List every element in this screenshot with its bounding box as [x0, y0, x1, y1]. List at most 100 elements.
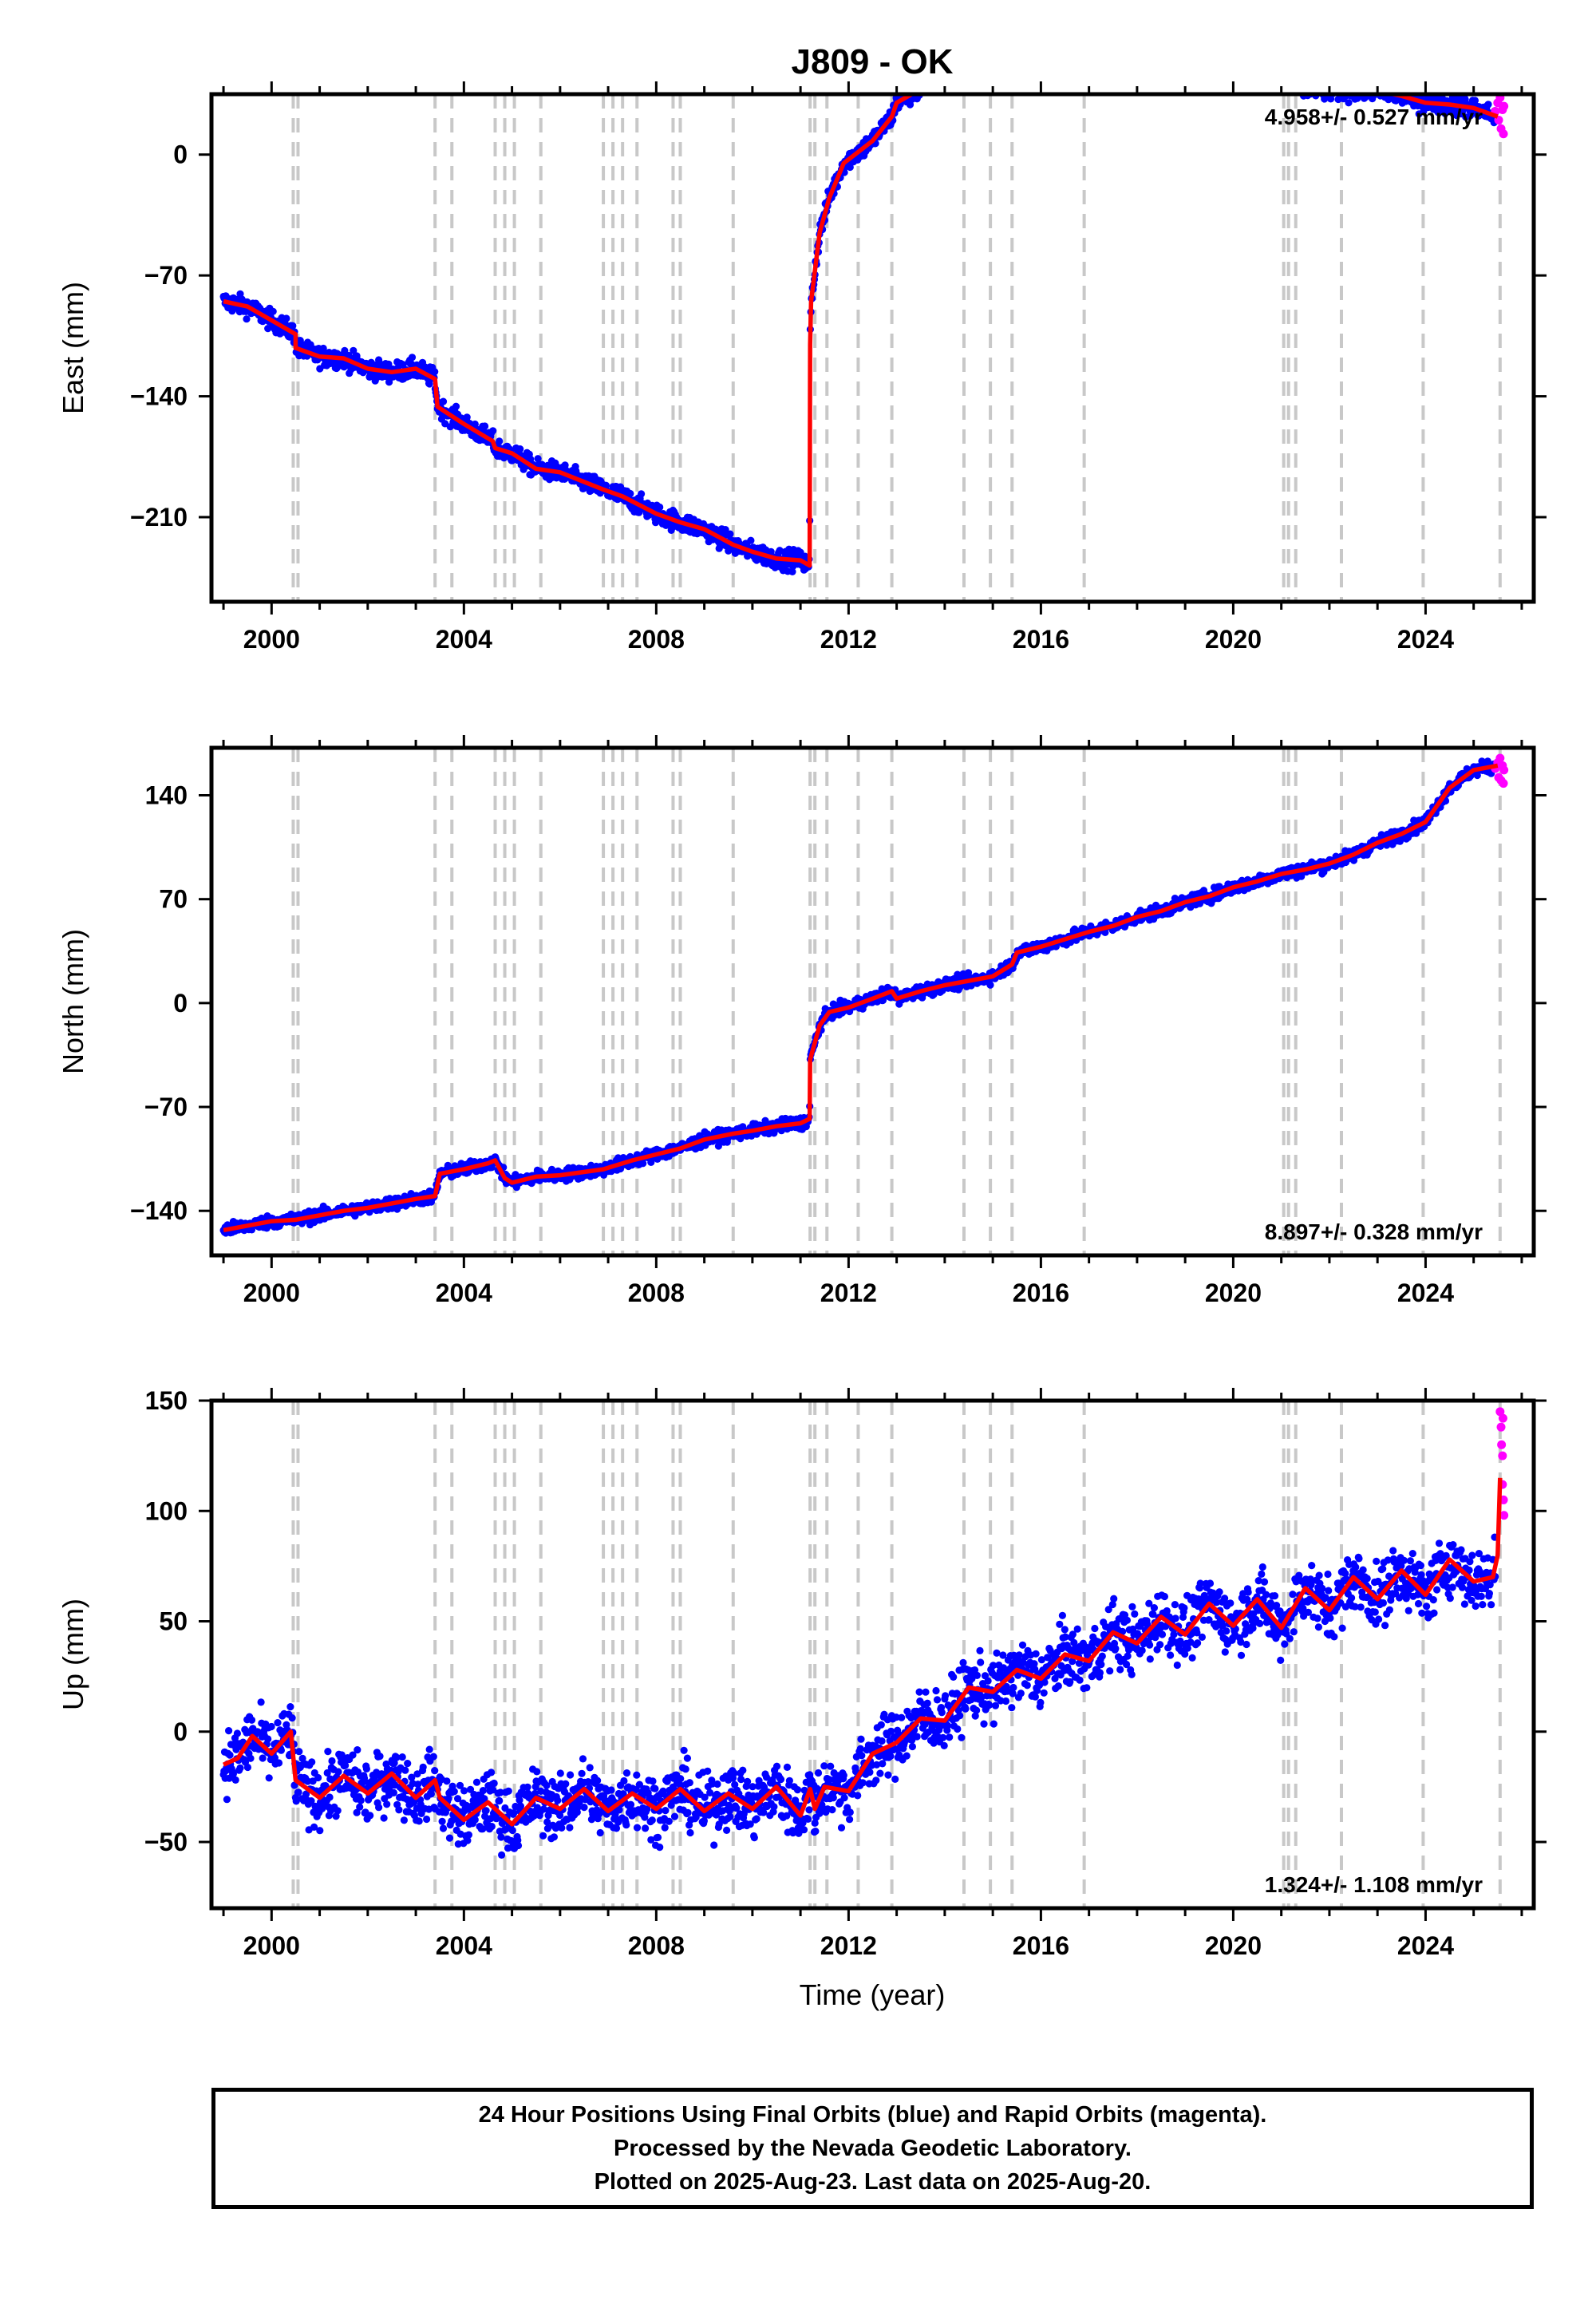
- data-point: [1004, 58, 1011, 65]
- data-point: [1345, 99, 1353, 107]
- data-point: [1246, 69, 1254, 76]
- data-point: [350, 346, 358, 354]
- data-point: [1185, 68, 1192, 75]
- data-point: [1042, 57, 1049, 65]
- chart-title: J809 - OK: [792, 42, 954, 81]
- data-point: [906, 101, 915, 109]
- data-point: [282, 314, 290, 322]
- data-point: [846, 163, 854, 172]
- data-point: [1215, 76, 1222, 83]
- data-point: [1241, 64, 1248, 71]
- data-point: [1041, 54, 1049, 61]
- data-point: [1168, 65, 1175, 73]
- data-point: [1070, 44, 1077, 51]
- data-point: [1383, 841, 1391, 849]
- data-point: [1068, 53, 1075, 61]
- data-point: [1012, 62, 1019, 69]
- data-point: [1199, 69, 1207, 76]
- data-point: [1214, 71, 1221, 78]
- data-point: [1343, 82, 1350, 89]
- data-point: [225, 1727, 233, 1735]
- data-point: [1124, 53, 1132, 61]
- data-point: [1285, 81, 1292, 88]
- data-point: [1002, 65, 1009, 72]
- data-point: [1310, 86, 1317, 93]
- data-point: [1083, 51, 1090, 58]
- data-point: [1266, 72, 1273, 79]
- data-point: [1033, 49, 1041, 57]
- data-point: [1223, 69, 1231, 77]
- data-point: [1072, 49, 1079, 57]
- data-point: [915, 85, 922, 93]
- data-point: [1133, 58, 1140, 65]
- data-point: [1331, 77, 1338, 84]
- data-point: [1141, 60, 1148, 67]
- rapid-point: [1499, 101, 1509, 111]
- data-point: [986, 61, 994, 69]
- data-point: [1108, 53, 1115, 60]
- data-point: [1091, 53, 1098, 61]
- data-point: [1158, 57, 1165, 65]
- data-point: [1182, 65, 1189, 73]
- data-point: [983, 69, 990, 77]
- data-point: [974, 72, 982, 79]
- data-point: [986, 981, 994, 989]
- data-point: [1197, 65, 1204, 73]
- data-point: [1139, 62, 1146, 69]
- data-point: [1009, 58, 1016, 65]
- data-point: [726, 530, 734, 538]
- data-point: [1218, 75, 1225, 82]
- data-point: [998, 61, 1005, 69]
- data-point: [1078, 48, 1085, 55]
- data-point: [1334, 78, 1341, 85]
- data-point: [1268, 69, 1275, 77]
- data-point: [314, 1773, 322, 1782]
- data-point: [1032, 58, 1039, 65]
- data-point: [1045, 49, 1052, 57]
- data-point: [1238, 73, 1246, 81]
- data-point: [1289, 80, 1296, 87]
- y-axis-label: North (mm): [57, 929, 89, 1074]
- data-point: [1471, 97, 1479, 105]
- data-point: [1247, 76, 1254, 83]
- data-point: [1337, 83, 1344, 90]
- data-point: [1244, 73, 1251, 81]
- data-point: [1248, 74, 1255, 81]
- data-point: [1224, 69, 1231, 76]
- data-point: [1264, 81, 1271, 89]
- data-point: [1122, 55, 1129, 62]
- data-point: [1193, 70, 1200, 77]
- data-point: [1070, 56, 1077, 63]
- data-point: [1131, 57, 1138, 65]
- x-tick-label: 2024: [1397, 625, 1454, 654]
- data-point: [362, 1765, 370, 1773]
- data-point: [1217, 71, 1224, 78]
- data-point: [1483, 757, 1491, 765]
- data-point: [1123, 59, 1130, 66]
- data-point: [961, 69, 968, 76]
- data-point: [988, 65, 995, 73]
- data-point: [908, 82, 915, 89]
- data-point: [1036, 49, 1043, 57]
- data-point: [1232, 68, 1239, 75]
- data-point: [233, 1729, 241, 1737]
- y-tick-label: 70: [159, 885, 188, 914]
- data-point: [1116, 57, 1124, 64]
- data-point: [1254, 73, 1261, 80]
- data-point: [302, 1790, 310, 1798]
- data-point: [990, 72, 998, 79]
- data-point: [962, 66, 970, 73]
- data-point: [1167, 73, 1174, 80]
- data-point: [1167, 68, 1175, 75]
- data-point: [1074, 46, 1081, 53]
- data-point: [1097, 56, 1104, 63]
- data-point: [1107, 53, 1114, 61]
- data-point: [1265, 75, 1272, 82]
- data-point: [991, 56, 998, 63]
- data-point: [1143, 57, 1150, 64]
- data-point: [1295, 77, 1302, 85]
- data-point: [1116, 47, 1123, 54]
- data-point: [304, 1777, 312, 1785]
- data-point: [229, 1770, 237, 1778]
